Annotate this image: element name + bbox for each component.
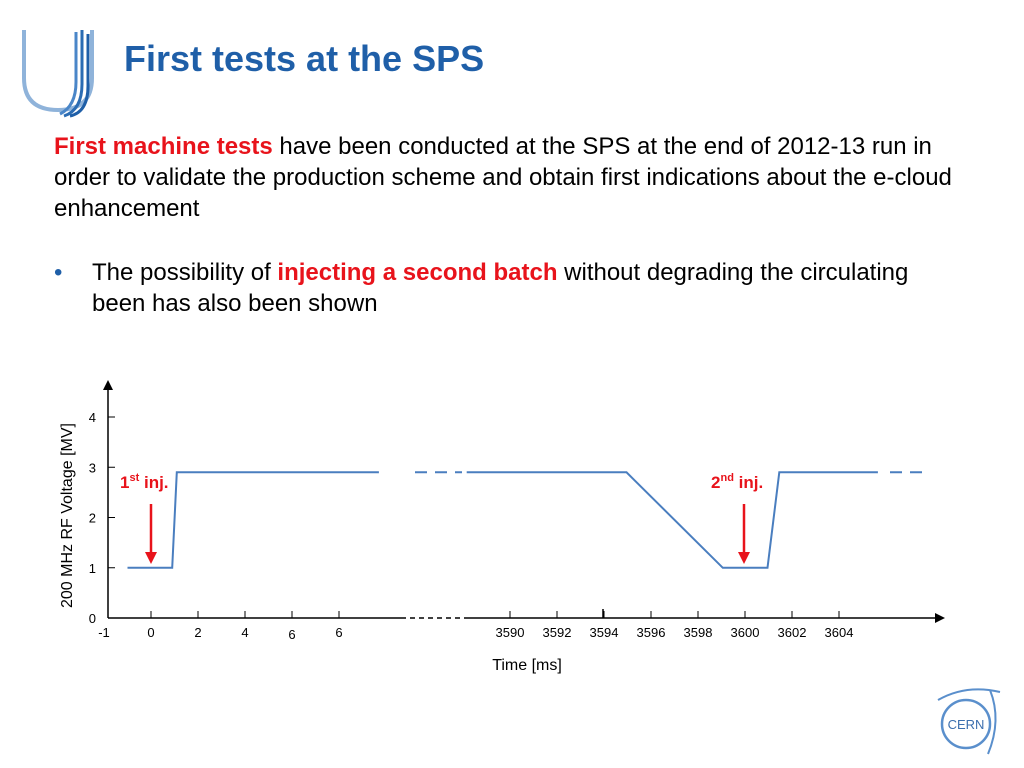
intro-paragraph-text: have been conducted at the SPS at the en… [54,133,952,222]
x-tick-label: -1 [98,625,110,640]
x-axis-label: Time [ms] [492,657,562,674]
y-tick-label: 0 [89,611,96,626]
x-tick-label: 3592 [543,625,572,640]
y-tick-label: 4 [89,410,96,425]
bullet-text: The possibility of injecting a second ba… [92,257,942,319]
lhc-upgrade-logo-icon [22,30,94,118]
x-tick-label: 3598 [684,625,713,640]
y-tick-label: 1 [89,561,96,576]
cern-logo-text: CERN [948,717,985,732]
x-tick-label: 0 [147,625,154,640]
cern-logo-icon: CERN [937,688,1001,755]
injection-label: 2nd inj. [711,472,763,492]
x-tick-label: 4 [241,625,248,640]
injection-arrow-icon [738,552,750,564]
y-axis-arrow-icon [103,380,113,390]
x-tick-label: 3590 [496,625,525,640]
injection-label: 1st inj. [120,472,169,492]
bullet-text-after: without degrading the circulating been h… [92,259,909,317]
bullet-icon: • [54,259,63,286]
injection-arrow-icon [145,552,157,564]
bullet-text-before: The possibility of [92,259,278,286]
intro-paragraph: First machine tests have been conducted … [54,131,954,224]
x-tick-label: 3594 [590,625,619,640]
x-tick-label: 2 [194,625,201,640]
highlight-second-batch: injecting a second batch [277,259,558,286]
highlight-first-machine-tests: First machine tests [54,133,273,160]
x-tick-label: 3604 [825,625,854,640]
x-tick-label: 3602 [778,625,807,640]
x-tick-label: 3600 [731,625,760,640]
voltage-series-line-left [127,471,379,569]
voltage-series-line-right [466,471,878,569]
page-title: First tests at the SPS [124,38,485,79]
x-axis-arrow-icon [935,613,945,623]
x-tick-label: 6 [335,625,342,640]
y-tick-label: 3 [89,460,96,475]
x-tick-label: 6 [288,627,295,642]
x-tick-label: 3596 [637,625,666,640]
y-tick-label: 2 [89,511,96,526]
y-axis-label: 200 MHz RF Voltage [MV] [59,423,76,608]
